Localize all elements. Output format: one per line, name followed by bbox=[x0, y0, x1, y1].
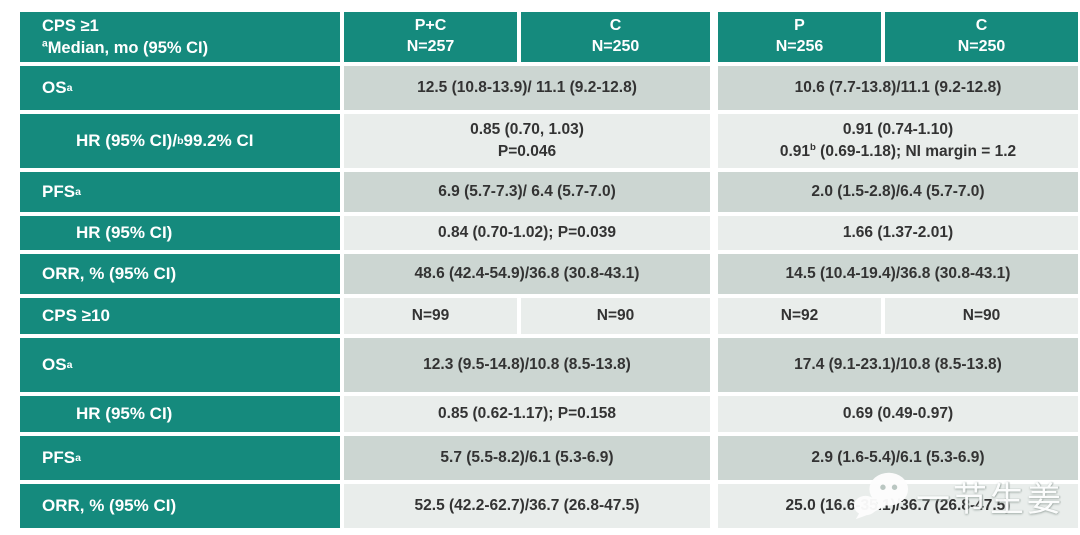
cell-hr-os-cps1-p-vs-c: 0.91 (0.74-1.10) 0.91b (0.69-1.18); NI m… bbox=[718, 114, 1078, 168]
cell-pfs-cps10-pc-vs-c: 5.7 (5.5-8.2)/6.1 (5.3-6.9) bbox=[344, 436, 710, 480]
cell-orr-cps1-pc-vs-c: 48.6 (42.4-54.9)/36.8 (30.8-43.1) bbox=[344, 254, 710, 294]
cell-orr-cps10-pc-vs-c: 52.5 (42.2-62.7)/36.7 (26.8-47.5) bbox=[344, 484, 710, 528]
cell-os-cps10-pc-vs-c: 12.3 (9.5-14.8)/10.8 (8.5-13.8) bbox=[344, 338, 710, 392]
cell-cps10-n-pc: N=99 bbox=[344, 298, 517, 334]
row-label-os-cps10: OS a bbox=[20, 338, 340, 392]
cell-hr-os-cps10-p-vs-c: 0.69 (0.49-0.97) bbox=[718, 396, 1078, 432]
column-header-p-plus-c: P+C N=257 bbox=[344, 12, 517, 62]
row-label-os-cps1: OS a bbox=[20, 66, 340, 110]
wechat-chat-bubbles-icon bbox=[852, 468, 910, 525]
cell-cps10-n-c-right: N=90 bbox=[885, 298, 1078, 334]
cell-pfs-cps10-p-vs-c: 2.9 (1.6-5.4)/6.1 (5.3-6.9) bbox=[718, 436, 1078, 480]
cell-hr-os-cps1-pc-vs-c: 0.85 (0.70, 1.03) P=0.046 bbox=[344, 114, 710, 168]
watermark: 一节生姜 bbox=[852, 468, 1064, 525]
cell-hr-pfs-cps1-p-vs-c: 1.66 (1.37-2.01) bbox=[718, 216, 1078, 250]
row-label-hr-os-cps1: HR (95% CI)/ b 99.2% CI bbox=[20, 114, 340, 168]
row-label-pfs-cps10: PFS a bbox=[20, 436, 340, 480]
results-table: CPS ≥1 aMedian, mo (95% CI) P+C N=257 C … bbox=[20, 12, 1078, 528]
row-label-hr-os-cps10: HR (95% CI) bbox=[20, 396, 340, 432]
row-label-hr-pfs-cps1: HR (95% CI) bbox=[20, 216, 340, 250]
cell-hr-pfs-cps1-pc-vs-c: 0.84 (0.70-1.02); P=0.039 bbox=[344, 216, 710, 250]
column-header-c-right: C N=250 bbox=[885, 12, 1078, 62]
cell-cps10-n-c-left: N=90 bbox=[521, 298, 710, 334]
cell-os-cps10-p-vs-c: 17.4 (9.1-23.1)/10.8 (8.5-13.8) bbox=[718, 338, 1078, 392]
table-header-label: CPS ≥1 aMedian, mo (95% CI) bbox=[20, 12, 340, 62]
header-subgroup-title: CPS ≥1 bbox=[42, 16, 99, 35]
cell-orr-cps1-p-vs-c: 14.5 (10.4-19.4)/36.8 (30.8-43.1) bbox=[718, 254, 1078, 294]
cell-pfs-cps1-pc-vs-c: 6.9 (5.7-7.3)/ 6.4 (5.7-7.0) bbox=[344, 172, 710, 212]
row-label-orr-cps1: ORR, % (95% CI) bbox=[20, 254, 340, 294]
row-label-pfs-cps1: PFS a bbox=[20, 172, 340, 212]
row-label-orr-cps10: ORR, % (95% CI) bbox=[20, 484, 340, 528]
watermark-text: 一节生姜 bbox=[916, 481, 1064, 519]
cell-os-cps1-p-vs-c: 10.6 (7.7-13.8)/11.1 (9.2-12.8) bbox=[718, 66, 1078, 110]
cell-hr-os-cps10-pc-vs-c: 0.85 (0.62-1.17); P=0.158 bbox=[344, 396, 710, 432]
cell-pfs-cps1-p-vs-c: 2.0 (1.5-2.8)/6.4 (5.7-7.0) bbox=[718, 172, 1078, 212]
cell-cps10-n-p: N=92 bbox=[718, 298, 881, 334]
cell-os-cps1-pc-vs-c: 12.5 (10.8-13.9)/ 11.1 (9.2-12.8) bbox=[344, 66, 710, 110]
row-label-cps10: CPS ≥10 bbox=[20, 298, 340, 334]
column-header-c-left: C N=250 bbox=[521, 12, 710, 62]
column-header-p: P N=256 bbox=[718, 12, 881, 62]
header-measure-title: aMedian, mo (95% CI) bbox=[42, 38, 209, 57]
